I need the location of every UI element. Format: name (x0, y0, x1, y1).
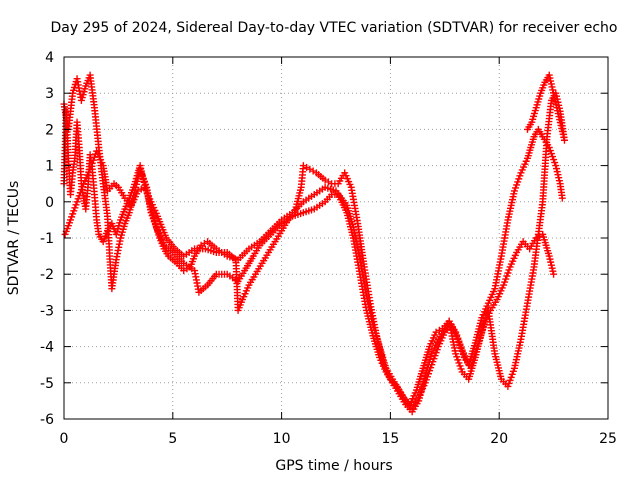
x-tick-label: 15 (381, 431, 399, 447)
x-tick-label: 0 (60, 431, 69, 447)
y-tick-label: -4 (40, 340, 54, 356)
data-marks (60, 71, 568, 416)
x-tick-label: 10 (273, 431, 291, 447)
y-tick-label: -3 (40, 303, 54, 319)
chart-title: Day 295 of 2024, Sidereal Day-to-day VTE… (51, 20, 618, 36)
y-tick-label: 1 (45, 159, 54, 175)
y-axis-title: SDTVAR / TECUs (6, 181, 22, 296)
y-tick-label: -5 (40, 376, 54, 392)
y-tick-label: -2 (40, 267, 54, 283)
data-point (558, 194, 566, 202)
y-tick-label: 4 (45, 50, 54, 66)
data-point (550, 270, 558, 278)
grid (64, 57, 608, 419)
y-tick-label: 0 (45, 195, 54, 211)
series-SDTVAR-trace-3 (61, 71, 568, 409)
y-axis: -6 -5 -4 -3 -2 -1 0 1 2 3 4 (40, 50, 608, 428)
y-tick-label: -6 (40, 412, 54, 428)
x-tick-label: 25 (599, 431, 617, 447)
x-axis: 0 5 10 15 20 25 (60, 57, 617, 447)
y-tick-label: -1 (40, 231, 54, 247)
series-SDTVAR-trace-2 (60, 71, 566, 416)
x-axis-title: GPS time / hours (275, 458, 392, 474)
x-tick-label: 20 (490, 431, 508, 447)
data-point (523, 125, 531, 133)
y-tick-label: 2 (45, 122, 54, 138)
x-tick-label: 5 (168, 431, 177, 447)
y-tick-label: 3 (45, 86, 54, 102)
